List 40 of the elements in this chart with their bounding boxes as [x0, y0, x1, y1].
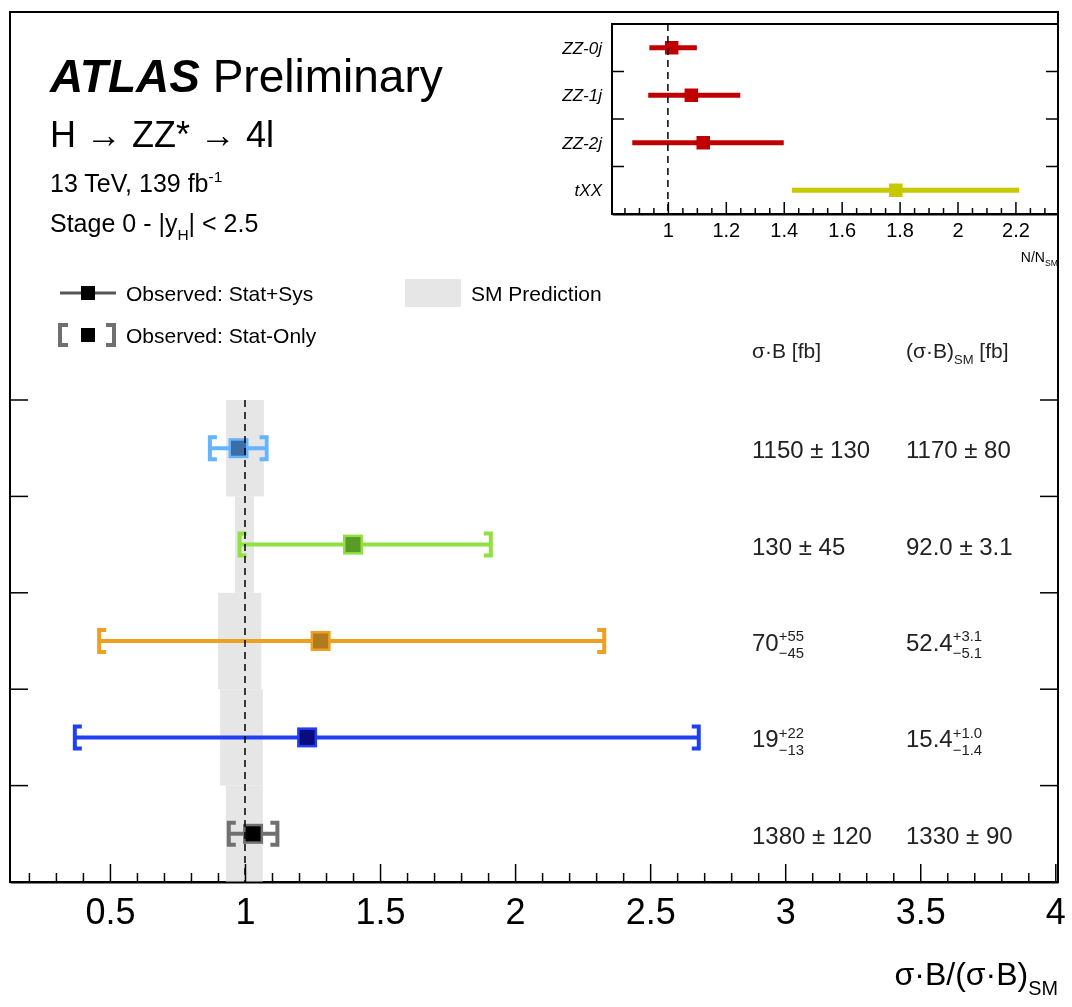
x-tick-label: 2.2	[1002, 219, 1030, 242]
x-tick-label: 1	[662, 219, 674, 242]
legend-label: Observed: Stat+Sys	[126, 282, 314, 305]
x-tick-label: 1	[235, 890, 256, 932]
legend-label: SM Prediction	[471, 282, 602, 305]
x-tick-label: 1.6	[828, 219, 857, 242]
text: (σ·B)$_{SM}$ [fb]	[906, 339, 1009, 368]
x-tick-label: 4	[1045, 890, 1066, 932]
chart-subtitle: H → ZZ* → 4l	[50, 114, 275, 155]
x-tick-label: 2	[952, 219, 964, 242]
text: σ·B [fb]	[752, 339, 821, 362]
annotation: 92.0 ± 3.1	[906, 532, 1013, 560]
x-axis-title: σ·B/(σ·B)$_{SM}$	[894, 956, 1058, 999]
chart-title: ATLAS Preliminary	[49, 50, 443, 102]
y-tick-label: ZZ-0j	[561, 38, 604, 58]
point	[684, 88, 699, 102]
y-tick-label: ZZ-1j	[561, 86, 604, 106]
text: Stage 0 - |y$_{H}$| < 2.5	[50, 209, 259, 243]
annotation: 130 ± 45	[752, 532, 846, 560]
annotation: 1380 ± 120	[752, 821, 872, 849]
x-tick-label: 3	[775, 890, 796, 932]
x-tick-label: 2	[505, 890, 526, 932]
annotation: 1150 ± 130	[752, 436, 871, 464]
point	[664, 41, 679, 55]
x-tick-label: 3.5	[895, 890, 946, 932]
point	[889, 183, 903, 197]
point	[696, 136, 710, 150]
legend-label: Observed: Stat-Only	[126, 324, 317, 347]
annotation: 1170 ± 80	[906, 436, 1011, 464]
annotation: 1330 ± 90	[906, 821, 1013, 849]
x-tick-label: 0.5	[85, 890, 136, 932]
x-tick-label: 1.4	[770, 219, 799, 242]
y-tick-label: tXX	[574, 181, 603, 201]
x-axis-title: N/N$_{SM}$	[1020, 249, 1058, 269]
x-tick-label: 2.5	[625, 890, 676, 932]
y-tick-label: ZZ-2j	[561, 133, 604, 153]
text: 13 TeV, 139 fb$^{-1}$	[50, 168, 223, 197]
x-tick-label: 1.2	[712, 219, 741, 242]
x-tick-label: 1.5	[355, 890, 406, 932]
x-tick-label: 1.8	[886, 219, 914, 242]
